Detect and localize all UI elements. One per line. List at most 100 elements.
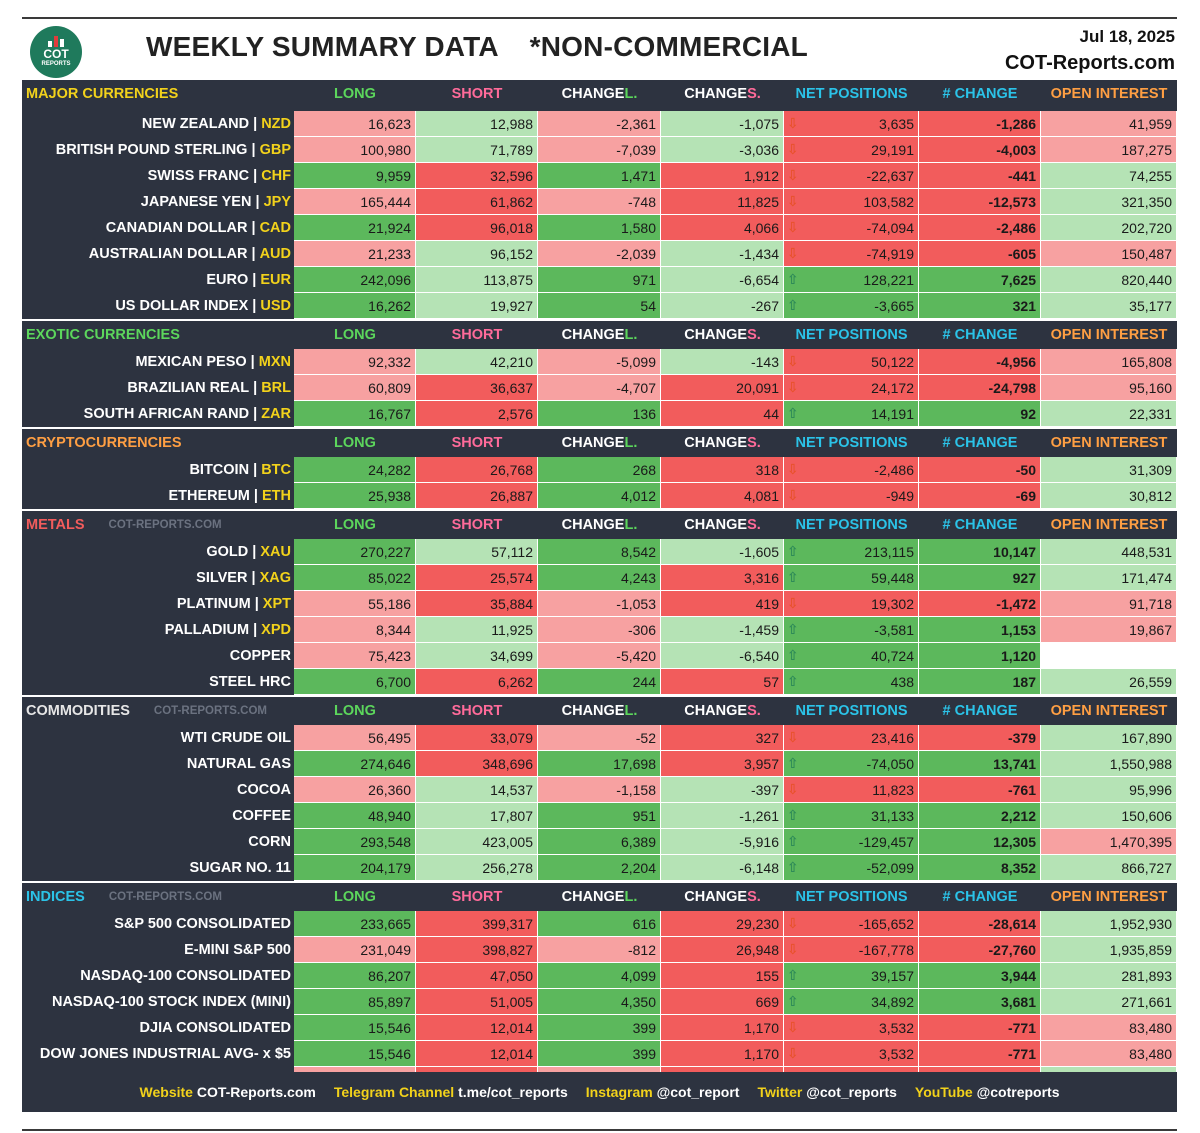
cell-value: -129,457	[858, 833, 914, 850]
footer-link[interactable]: Twitter @cot_reports	[757, 1084, 896, 1100]
cell-value: 12,305	[993, 833, 1036, 850]
footer-link-value: t.me/cot_reports	[458, 1084, 568, 1100]
cell-value: 60,809	[368, 379, 411, 396]
open-interest-cell: 150,606	[1041, 803, 1177, 829]
cell-value: 71,789	[490, 141, 533, 158]
cell-value: -165,652	[858, 915, 914, 932]
arrow-down-icon: ⇩	[787, 245, 799, 261]
instrument-label: BITCOIN	[189, 462, 250, 478]
net-change-cell: 187	[919, 669, 1041, 695]
net-positions-cell: ⇧ -3,581	[784, 617, 919, 643]
instrument-name: PLATINUM | XPT	[22, 591, 294, 617]
instrument-name: NASDAQ-100 STOCK INDEX (MINI)	[22, 989, 294, 1015]
short-cell: 423,005	[416, 829, 538, 855]
net-positions-cell: ⇩ 50,122	[784, 349, 919, 375]
col-net-positions-header: NET POSITIONS	[795, 327, 908, 343]
footer-link-value: COT-Reports.com	[196, 1084, 316, 1100]
cell-value: 16,767	[368, 405, 411, 422]
cell-value: 20,091	[736, 379, 779, 396]
arrow-up-icon: ⇧	[787, 967, 799, 983]
cell-value: 293,548	[360, 833, 411, 850]
change-long-cell: -2,361	[538, 111, 661, 137]
net-positions-cell: ⇩ -949	[784, 483, 919, 509]
instrument-code: MXN	[258, 354, 291, 370]
cell-value: 4,081	[743, 487, 779, 504]
change-short-cell: 419	[661, 591, 784, 617]
long-cell: 75,423	[294, 643, 416, 669]
cell-value: 3,532	[878, 1019, 914, 1036]
net-positions-cell: ⇧ 128,221	[784, 267, 919, 293]
code-separator: |	[248, 272, 261, 288]
code-separator: |	[249, 380, 262, 396]
short-cell: 32,596	[416, 163, 538, 189]
net-change-cell: -24,798	[919, 375, 1041, 401]
section-title: INDICES	[26, 889, 85, 905]
net-positions-cell: ⇧ 438	[784, 669, 919, 695]
instrument-name: ETHEREUM | ETH	[22, 483, 294, 509]
cell-value: 399	[632, 1045, 656, 1062]
instrument-label: S&P 500 CONSOLIDATED	[114, 916, 291, 932]
open-interest-cell: 1,952,930	[1041, 911, 1177, 937]
cell-value: -306	[627, 621, 656, 638]
change-long-cell: -1,053	[538, 591, 661, 617]
cell-value: 41,959	[1129, 115, 1172, 132]
net-change-cell: -2,486	[919, 215, 1041, 241]
cell-value: 95,160	[1129, 379, 1172, 396]
change-long-cell: 1,580	[538, 215, 661, 241]
arrow-down-icon: ⇩	[787, 353, 799, 369]
net-change-cell: -28,614	[919, 911, 1041, 937]
long-cell: 6,700	[294, 669, 416, 695]
cell-value: 6,700	[375, 673, 411, 690]
col-header-word: CHANGE	[684, 703, 748, 719]
instrument-code: JPY	[263, 194, 291, 210]
col-header-suffix: S.	[747, 889, 761, 905]
table-row: US DOLLAR INDEX | USD 16,262 19,927 54 -267 ⇧…	[22, 293, 1177, 319]
footer-link[interactable]: Instagram @cot_report	[586, 1084, 740, 1100]
cell-value: 233,665	[360, 915, 411, 932]
short-cell: 17,807	[416, 803, 538, 829]
open-interest-cell: 91,718	[1041, 591, 1177, 617]
cell-value: 96,018	[490, 219, 533, 236]
cell-value: 17,807	[490, 807, 533, 824]
arrow-up-icon: ⇧	[787, 647, 799, 663]
top-rule	[22, 17, 1177, 19]
footer-link[interactable]: YouTube @cotreports	[915, 1084, 1060, 1100]
arrow-up-icon: ⇧	[787, 297, 799, 313]
net-positions-cell: ⇧ 59,448	[784, 565, 919, 591]
net-change-cell: 3,681	[919, 989, 1041, 1015]
instrument-label: SOUTH AFRICAN RAND	[83, 406, 250, 422]
net-change-cell: -27,760	[919, 937, 1041, 963]
table-row: AUSTRALIAN DOLLAR | AUD 21,233 96,152 -2,03…	[22, 241, 1177, 267]
section-watermark: COT-REPORTS.COM	[153, 705, 268, 717]
col-header-suffix: S.	[747, 703, 761, 719]
table-row: SUGAR NO. 11 204,179 256,278 2,204 -6,148 ⇧ -5…	[22, 855, 1177, 881]
cell-value: -397	[750, 781, 779, 798]
table-row: NEW ZEALAND | NZD 16,623 12,988 -2,361 -1,07…	[22, 111, 1177, 137]
instrument-name: BITCOIN | BTC	[22, 457, 294, 483]
change-short-cell: 3,957	[661, 751, 784, 777]
instrument-name: NEW ZEALAND | NZD	[22, 111, 294, 137]
instrument-label: COFFEE	[232, 808, 291, 824]
arrow-up-icon: ⇧	[787, 271, 799, 287]
cell-value: -1,472	[996, 595, 1036, 612]
cell-value: 30,812	[1129, 487, 1172, 504]
table-row: E-MINI S&P 500 231,049 398,827 -812 26,948 ⇩ -…	[22, 937, 1177, 963]
instrument-name: COCOA	[22, 777, 294, 803]
section-separator	[22, 881, 1177, 883]
change-short-cell: -397	[661, 777, 784, 803]
open-interest-cell: 820,440	[1041, 267, 1177, 293]
report-header: COT REPORTS WEEKLY SUMMARY DATA *NON-COM…	[22, 19, 1177, 79]
change-long-cell: -5,099	[538, 349, 661, 375]
footer-link[interactable]: Telegram Channel t.me/cot_reports	[334, 1084, 568, 1100]
cell-value: 971	[632, 271, 656, 288]
instrument-name: S&P 500 CONSOLIDATED	[22, 911, 294, 937]
cell-value: 35,177	[1129, 297, 1172, 314]
col-header-word: CHANGE	[561, 86, 625, 102]
col-net-change-header: # CHANGE	[942, 517, 1018, 533]
net-positions-cell: ⇧ 39,157	[784, 963, 919, 989]
footer-link[interactable]: Website COT-Reports.com	[140, 1084, 316, 1100]
long-cell: 21,924	[294, 215, 416, 241]
col-net-change-header: # CHANGE	[942, 327, 1018, 343]
cell-value: 36,637	[490, 379, 533, 396]
change-short-cell: 26,948	[661, 937, 784, 963]
